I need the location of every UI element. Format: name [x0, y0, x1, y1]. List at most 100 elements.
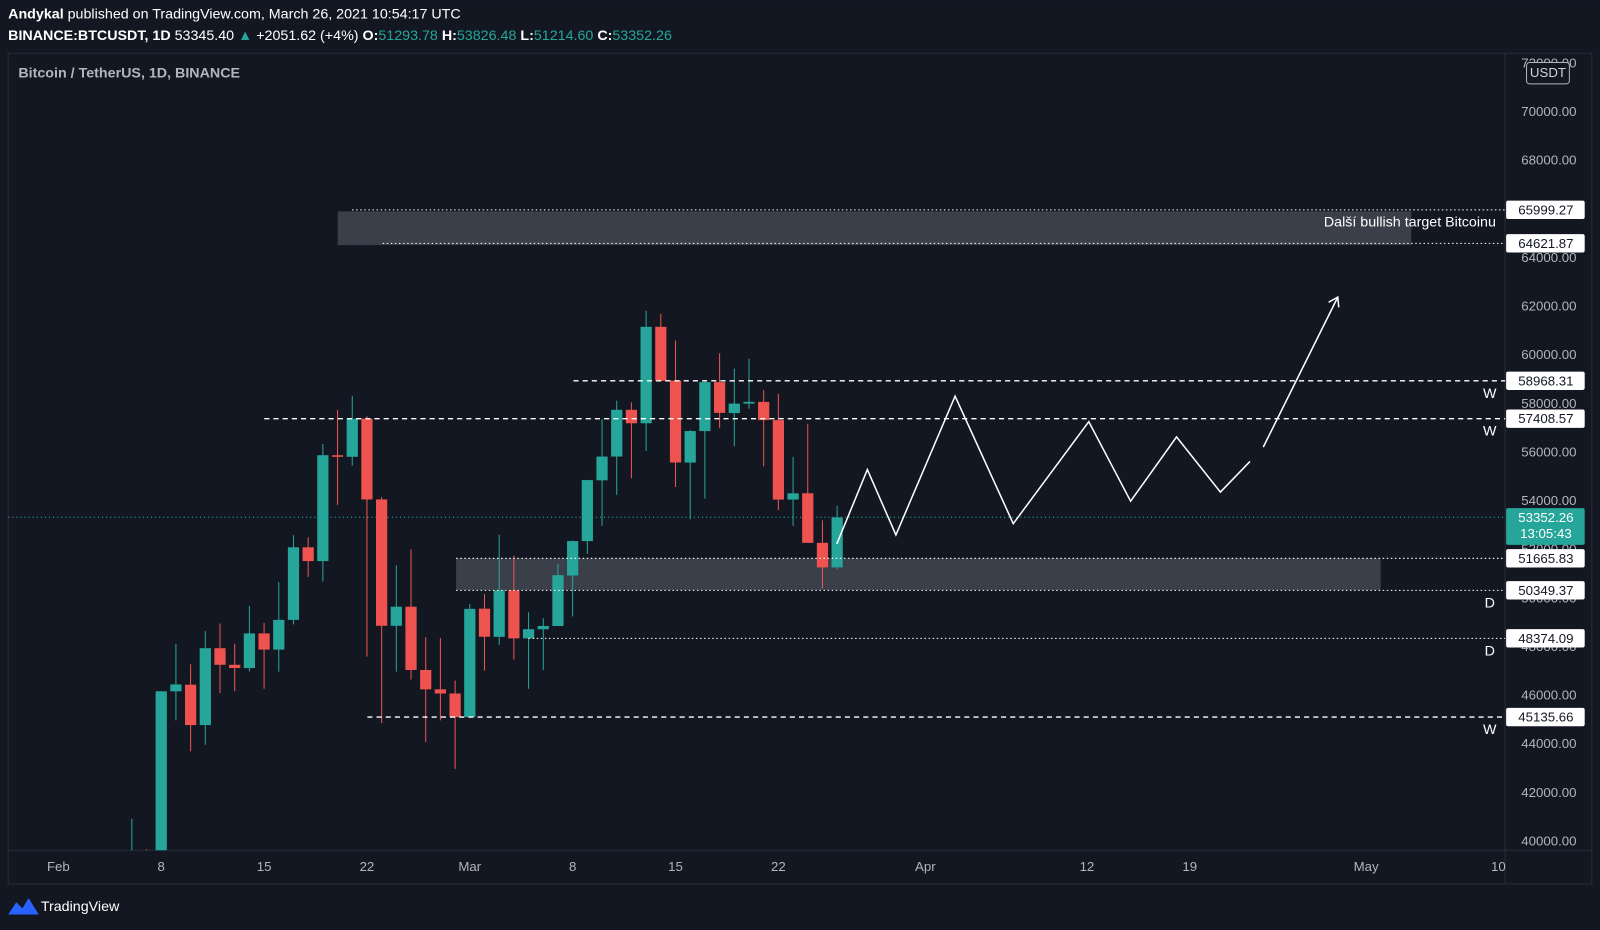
- x-tick-label: Mar: [458, 859, 481, 874]
- level-tag-label: 64621.87: [1518, 236, 1573, 251]
- candle-body: [376, 499, 388, 626]
- candle-body: [655, 326, 667, 381]
- level-tag: [1506, 707, 1585, 727]
- x-tick-label: 15: [668, 859, 683, 874]
- y-tick-label: 56000.00: [1521, 444, 1576, 459]
- arrow-head: [1328, 295, 1340, 308]
- candle-body: [302, 547, 314, 562]
- candle-body: [816, 542, 829, 568]
- candle-body: [214, 648, 226, 665]
- y-tick-label: 60000.00: [1521, 347, 1576, 362]
- legend: Bitcoin / TetherUS, 1D, BINANCE: [18, 65, 240, 81]
- last-price-label: 53352.26: [1518, 510, 1573, 525]
- last-price-tag: [1506, 508, 1585, 545]
- level-note: W: [1483, 386, 1497, 402]
- candle-body: [493, 590, 505, 637]
- candle-body: [787, 493, 799, 500]
- level-tag-label: 58968.31: [1518, 373, 1573, 388]
- candle-body: [361, 418, 373, 500]
- level-note: W: [1483, 424, 1497, 440]
- x-tick-label: 8: [569, 859, 576, 874]
- y-tick-label: 64000.00: [1521, 250, 1576, 265]
- candle-body: [625, 409, 638, 424]
- projection-path: [836, 394, 1251, 545]
- candle-body: [522, 629, 535, 639]
- last: 53345.40: [175, 28, 235, 44]
- candle-body: [758, 401, 770, 421]
- plot: [8, 310, 1506, 851]
- level-note: W: [1483, 722, 1497, 738]
- ohlc-label: H:: [442, 28, 457, 44]
- candle-body: [420, 669, 432, 690]
- level-tag-label: 50349.37: [1518, 583, 1573, 598]
- candle-body: [258, 633, 270, 650]
- ohlc-value: 51214.60: [534, 28, 594, 44]
- candle-body: [346, 418, 358, 457]
- level-tag-label: 45135.66: [1518, 710, 1573, 725]
- candle-body: [405, 606, 417, 670]
- ohlc-value: 53826.48: [457, 28, 517, 44]
- level-tag-label: 51665.83: [1518, 551, 1573, 566]
- candle-body: [713, 382, 726, 413]
- level-tag: [1506, 234, 1585, 253]
- candle-body: [508, 590, 520, 639]
- candle-body: [552, 575, 564, 627]
- candle-body: [684, 431, 696, 463]
- y-tick-label: 58000.00: [1521, 396, 1576, 411]
- level-tag: [1506, 581, 1585, 600]
- logo: [8, 898, 39, 915]
- x-tick-label: 10: [1491, 859, 1506, 874]
- level-note: D: [1485, 643, 1495, 659]
- price-axis: 40000.0042000.0044000.0046000.0048000.00…: [1506, 55, 1585, 848]
- ohlc-value: 51293.78: [378, 28, 438, 44]
- x-tick-label: 15: [257, 859, 272, 874]
- candle-body: [287, 547, 300, 620]
- candle-body: [273, 619, 285, 650]
- target-zone: [337, 211, 1412, 246]
- candle-body: [434, 689, 447, 694]
- x-tick-label: Apr: [915, 859, 936, 874]
- candle-body: [331, 455, 344, 457]
- level-tag: [1506, 200, 1585, 220]
- level-tag-label: 57408.57: [1518, 411, 1573, 426]
- footer-brand: TradingView: [41, 899, 120, 915]
- projection-arrow: [1262, 296, 1339, 448]
- candle-body: [581, 480, 593, 542]
- candle-body: [611, 409, 623, 457]
- ohlc-label: C:: [597, 28, 612, 44]
- ohlc-label: L:: [520, 28, 533, 44]
- y-tick-label: 62000.00: [1521, 299, 1576, 314]
- candle-body: [317, 455, 329, 562]
- candle-body: [567, 541, 579, 576]
- candle-body: [537, 626, 549, 630]
- candle-body: [772, 420, 784, 500]
- author: Andykal: [8, 6, 64, 22]
- x-tick-label: Feb: [47, 859, 70, 874]
- change: +2051.62 (+4%): [256, 28, 358, 44]
- y-tick-label: 44000.00: [1521, 736, 1576, 751]
- level-tag-label: 48374.09: [1518, 631, 1573, 646]
- candle-body: [464, 608, 476, 718]
- level-tag: [1506, 371, 1585, 390]
- x-tick-label: 19: [1182, 859, 1197, 874]
- annotation: Další bullish target Bitcoinu: [1324, 214, 1496, 230]
- x-tick-label: 22: [771, 859, 786, 874]
- candle-body: [449, 693, 461, 718]
- y-tick-label: 54000.00: [1521, 493, 1576, 508]
- x-tick-label: 22: [360, 859, 375, 874]
- candle-body: [728, 403, 740, 414]
- symbol: BINANCE:BTCUSDT, 1D: [8, 28, 170, 44]
- candle-body: [640, 326, 652, 424]
- candle-body: [155, 691, 167, 851]
- countdown: 13:05:43: [1520, 526, 1572, 541]
- x-tick-label: May: [1354, 859, 1379, 874]
- currency: USDT: [1530, 65, 1566, 80]
- y-tick-label: 40000.00: [1521, 833, 1576, 848]
- candle-body: [802, 493, 814, 543]
- x-tick-label: 8: [158, 859, 165, 874]
- candle-body: [478, 608, 491, 637]
- chart-frame: [7, 52, 1593, 885]
- y-tick-label: 42000.00: [1521, 785, 1576, 800]
- candle-body: [185, 684, 197, 726]
